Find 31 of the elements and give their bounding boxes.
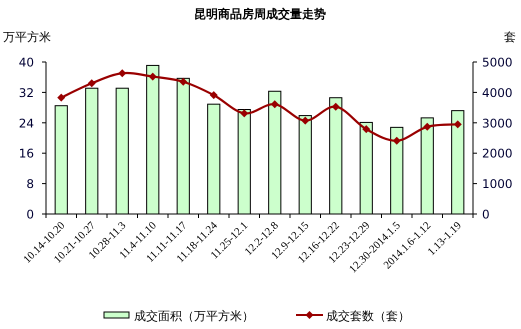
y-tick-label: 24 (18, 116, 34, 130)
y-tick-label: 40 (18, 56, 34, 70)
y2-tick-label: 2000 (482, 146, 513, 161)
point (362, 125, 370, 134)
point (148, 72, 157, 81)
y2-tick-label: 5000 (482, 56, 513, 70)
legend-label: 成交面积（万平方米） (134, 309, 254, 323)
y2-tick-label: 4000 (482, 86, 513, 100)
y2-tick-label: 1000 (482, 177, 513, 192)
point (270, 100, 279, 108)
point (423, 122, 432, 131)
point (57, 94, 66, 102)
point (179, 78, 188, 86)
y2-tick-label: 0 (482, 208, 490, 222)
point (332, 102, 340, 111)
y-tick-label: 32 (18, 86, 34, 100)
point (454, 120, 462, 128)
y2-tick-label: 3000 (482, 116, 513, 130)
chart-title: 昆明商品房周成交量走势 (194, 7, 326, 21)
point (301, 116, 310, 125)
y-tick-label: 8 (26, 177, 34, 192)
point (392, 136, 401, 145)
y-tick-label: 16 (18, 146, 34, 161)
y-axis-title: 万平方米 (3, 30, 51, 44)
legend-label: 成交套数（套） (326, 309, 410, 323)
y2-axis-title: 套 (504, 30, 516, 44)
point (240, 109, 248, 118)
point (118, 69, 126, 78)
point (210, 91, 218, 100)
point (88, 79, 96, 88)
y-tick-label: 0 (26, 208, 34, 222)
